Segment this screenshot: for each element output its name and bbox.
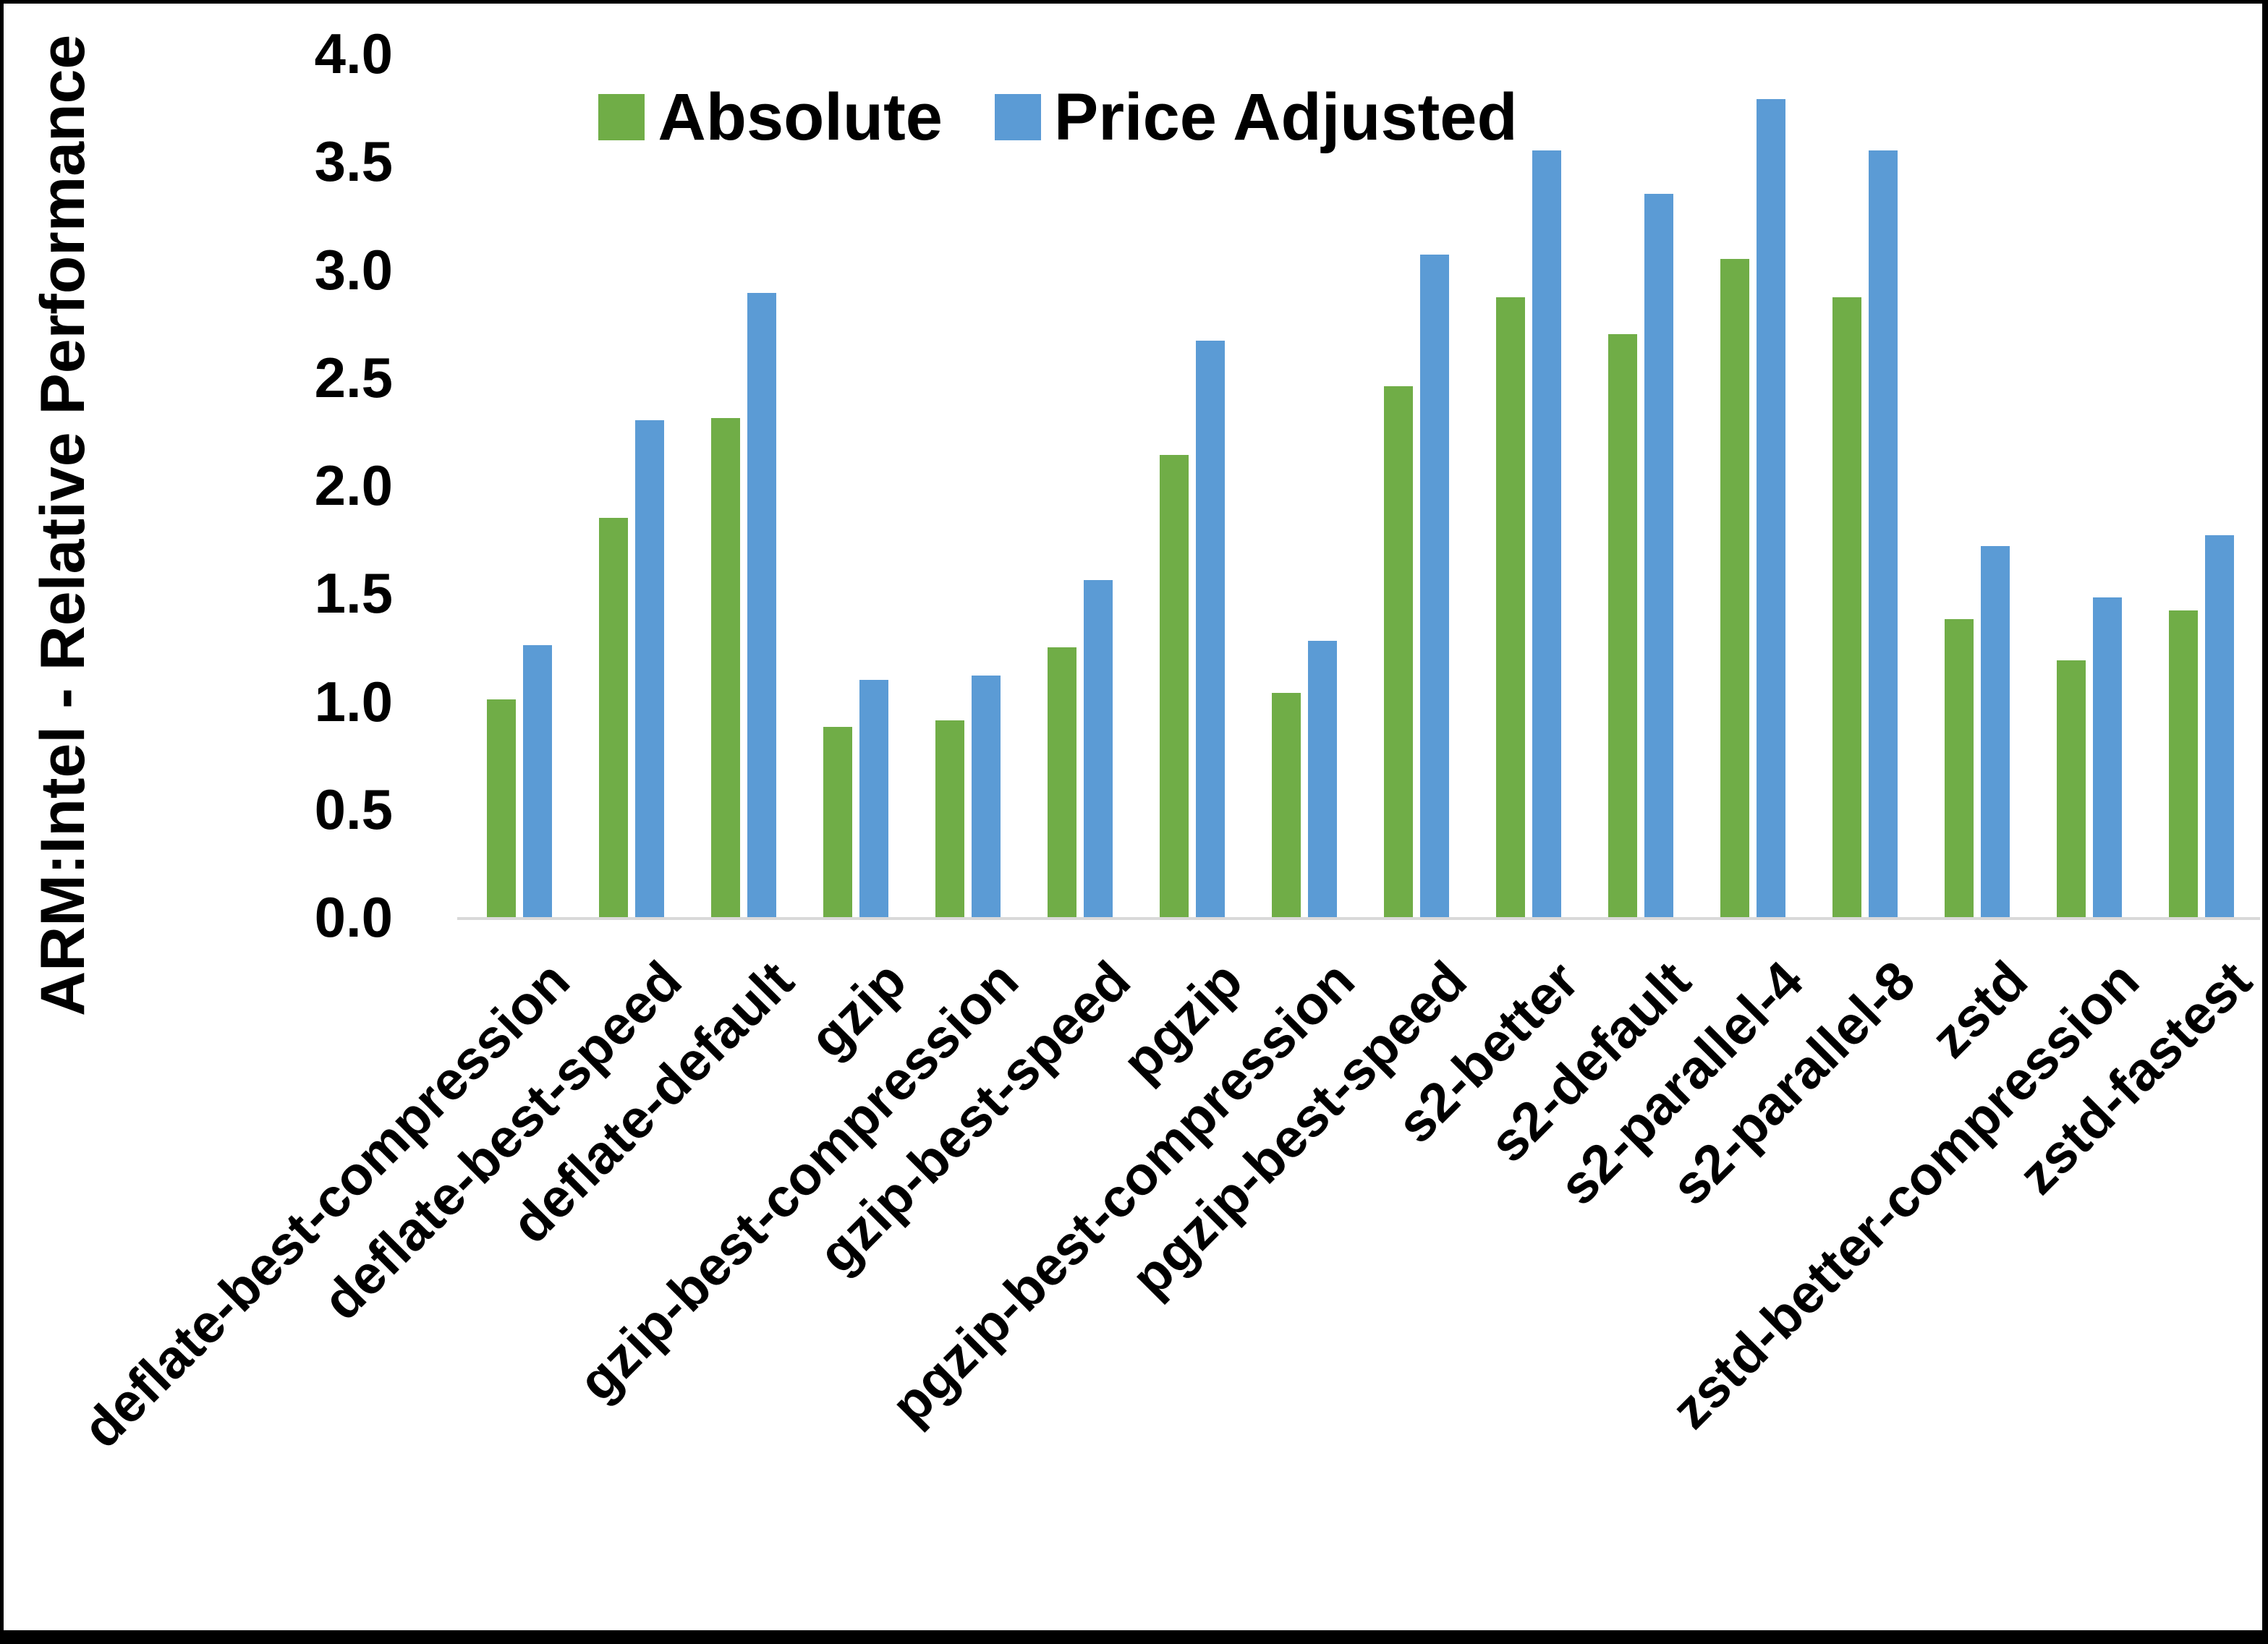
bar-price-adjusted-s2-parallel-4 [1756, 99, 1785, 917]
bar-absolute-s2-better [1495, 297, 1525, 917]
window-border-top [0, 0, 2268, 4]
window-border-bottom [0, 1630, 2268, 1644]
bar-absolute-zstd-fastest [2168, 610, 2198, 917]
y-tick-label-4.0: 4.0 [314, 22, 393, 85]
y-tick-label-2.0: 2.0 [314, 453, 393, 517]
window-border-left [0, 0, 4, 1644]
legend-swatch-absolute [598, 94, 645, 140]
bar-price-adjusted-pgzip [1195, 341, 1225, 917]
legend-item-price-adjusted: Price Adjusted [994, 80, 1518, 154]
y-tick-label-0.5: 0.5 [314, 777, 393, 841]
bar-price-adjusted-deflate-best-compression [522, 645, 552, 917]
y-tick-label-1.0: 1.0 [314, 669, 393, 733]
x-category-label-deflate-best-compression: deflate-best-compression [70, 949, 581, 1460]
bar-absolute-s2-parallel-8 [1832, 297, 1861, 917]
y-axis-title: ARM:Intel - Relative Performance [28, 34, 98, 1016]
bar-absolute-zstd-better-compression [2056, 660, 2086, 917]
bar-price-adjusted-s2-parallel-8 [1868, 150, 1898, 917]
bar-absolute-deflate-best-compression [486, 699, 516, 917]
x-axis-line [457, 917, 2260, 920]
y-tick-label-0.0: 0.0 [314, 885, 393, 949]
bar-price-adjusted-pgzip-best-compression [1307, 641, 1337, 917]
bar-absolute-pgzip [1159, 455, 1189, 917]
bar-absolute-pgzip-best-compression [1271, 693, 1301, 917]
bar-absolute-s2-parallel-4 [1720, 259, 1749, 917]
legend: Absolute Price Adjusted [0, 81, 2192, 153]
bar-price-adjusted-deflate-default [747, 293, 776, 917]
bar-price-adjusted-s2-default [1644, 194, 1673, 917]
bar-absolute-gzip-best-speed [1047, 647, 1076, 917]
y-tick-label-3.5: 3.5 [314, 129, 393, 194]
bar-price-adjusted-gzip [859, 680, 888, 917]
legend-item-absolute: Absolute [598, 81, 943, 153]
legend-swatch-price-adjusted [994, 94, 1041, 140]
bar-price-adjusted-pgzip-best-speed [1419, 255, 1449, 917]
bar-price-adjusted-zstd-fastest [2204, 535, 2234, 917]
bar-absolute-deflate-best-speed [598, 518, 628, 917]
bar-absolute-deflate-default [710, 418, 740, 917]
bar-price-adjusted-zstd [1980, 546, 2010, 917]
bar-absolute-gzip [823, 727, 852, 917]
bar-price-adjusted-zstd-better-compression [2092, 597, 2122, 917]
bar-absolute-pgzip-best-speed [1383, 386, 1413, 917]
bar-price-adjusted-gzip-best-compression [971, 676, 1001, 917]
bar-absolute-gzip-best-compression [935, 720, 964, 917]
bar-absolute-s2-default [1607, 334, 1637, 917]
y-tick-label-2.5: 2.5 [314, 345, 393, 409]
bar-price-adjusted-gzip-best-speed [1083, 580, 1113, 917]
window-border-right [2262, 0, 2268, 1644]
y-tick-label-3.0: 3.0 [314, 237, 393, 302]
bar-price-adjusted-deflate-best-speed [634, 420, 664, 917]
bar-price-adjusted-s2-better [1532, 150, 1561, 917]
y-tick-label-1.5: 1.5 [314, 561, 393, 626]
legend-label-absolute: Absolute [658, 80, 943, 154]
legend-label-price-adjusted: Price Adjusted [1053, 80, 1518, 154]
bar-absolute-zstd [1944, 619, 1974, 917]
